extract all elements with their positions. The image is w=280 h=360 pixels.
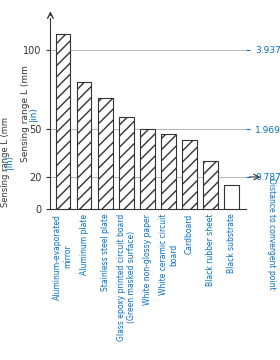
Text: Sensing range L (mm: Sensing range L (mm (1, 117, 10, 207)
Text: |in): |in) (5, 155, 14, 169)
Bar (224, 185, 239, 209)
Bar (140, 129, 155, 209)
Bar (77, 82, 92, 209)
Bar (98, 98, 113, 209)
Text: Distance to convergent point: Distance to convergent point (267, 178, 276, 290)
Bar (203, 161, 218, 209)
Bar (119, 117, 134, 209)
Bar (182, 140, 197, 209)
Text: |in): |in) (29, 106, 38, 121)
Bar (161, 134, 176, 209)
Bar (56, 34, 71, 209)
Text: Sensing range L (mm: Sensing range L (mm (21, 65, 30, 162)
